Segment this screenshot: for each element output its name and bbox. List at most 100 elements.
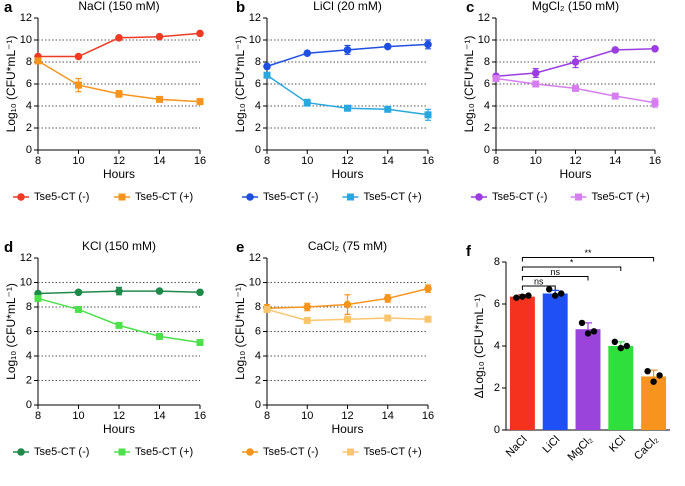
significance-label: *	[570, 257, 574, 267]
y-tick-label: 4	[494, 340, 500, 352]
significance-bracket	[521, 285, 556, 290]
y-tick-label: 10	[20, 34, 32, 46]
data-point	[492, 75, 500, 82]
y-tick-label: 10	[249, 276, 261, 288]
data-point	[115, 287, 123, 295]
panel-label: e	[236, 239, 244, 256]
significance-label: ns	[534, 276, 544, 286]
y-tick-label: 2	[26, 122, 32, 134]
x-axis-label: Hours	[103, 422, 135, 436]
y-tick-label: 2	[484, 122, 490, 134]
legend-label: Tse5-CT (+)	[135, 446, 193, 458]
x-tick-label: 10	[301, 155, 313, 167]
x-tick-label: KCl	[607, 434, 628, 455]
y-tick-label: 8	[484, 56, 490, 68]
x-tick-label: 16	[194, 410, 206, 422]
legend-label: Tse5-CT (+)	[364, 191, 422, 203]
data-point	[156, 95, 163, 103]
y-tick-label: 12	[20, 252, 32, 264]
y-tick-label: 6	[26, 78, 32, 90]
y-tick-label: 12	[249, 252, 261, 264]
data-point	[344, 315, 351, 323]
replicate-point	[552, 292, 559, 299]
chart-title: NaCl (150 mM)	[78, 0, 159, 13]
legend-label: Tse5-CT (-)	[34, 191, 89, 203]
x-tick-label: NaCl	[504, 434, 530, 460]
legend-marker	[17, 193, 25, 201]
y-tick-label: 8	[255, 56, 261, 68]
data-point	[34, 294, 42, 302]
x-tick-label: 8	[35, 155, 41, 167]
legend-label: Tse5-CT (+)	[135, 191, 193, 203]
data-point	[424, 40, 432, 49]
y-axis-label: Log₁₀ (CFU*mL⁻¹)	[4, 36, 18, 133]
x-tick-label: MgCl₂	[566, 434, 596, 464]
legend-marker	[475, 193, 483, 201]
data-point	[155, 32, 164, 41]
chart-title: KCl (150 mM)	[82, 239, 156, 253]
y-tick-label: 8	[255, 301, 261, 313]
y-tick-label: 4	[26, 350, 32, 362]
data-point	[263, 305, 271, 313]
data-point	[572, 84, 579, 92]
data-point	[424, 315, 432, 323]
series-line	[37, 297, 201, 344]
y-tick-label: 0	[494, 424, 500, 436]
replicate-point	[513, 294, 520, 301]
legend-label: Tse5-CT (-)	[263, 191, 318, 203]
x-tick-label: 12	[341, 155, 353, 167]
data-point	[611, 46, 620, 54]
replicate-point	[611, 338, 618, 345]
y-tick-label: 10	[20, 276, 32, 288]
replicate-point	[525, 292, 532, 299]
x-tick-label: 14	[609, 155, 621, 167]
bar	[608, 346, 634, 430]
legend-marker	[347, 193, 354, 201]
chart-title: CaCl₂ (75 mM)	[308, 239, 387, 253]
data-point	[155, 287, 164, 295]
legend-label: Tse5-CT (-)	[492, 191, 547, 203]
y-axis-label: Log₁₀ (CFU*mL⁻¹)	[233, 283, 247, 380]
y-tick-label: 0	[26, 144, 32, 156]
x-tick-label: 8	[493, 155, 499, 167]
x-tick-label: 12	[113, 410, 125, 422]
legend-marker	[118, 448, 126, 456]
panel-label: c	[466, 0, 474, 16]
data-point	[74, 288, 83, 297]
data-point	[34, 57, 42, 65]
data-point	[532, 80, 540, 88]
y-tick-label: 4	[26, 100, 32, 112]
x-tick-label: LiCl	[540, 434, 562, 456]
data-point	[384, 314, 392, 322]
data-point	[343, 300, 352, 309]
legend-label: Tse5-CT (+)	[592, 191, 650, 203]
x-tick-label: 10	[72, 155, 84, 167]
legend-label: Tse5-CT (-)	[34, 446, 89, 458]
y-tick-label: 4	[255, 350, 261, 362]
significance-bracket	[521, 257, 655, 262]
legend-marker	[17, 448, 25, 456]
x-tick-label: 8	[35, 410, 41, 422]
significance-label: ns	[550, 267, 560, 277]
x-tick-label: 10	[301, 410, 313, 422]
data-point	[75, 305, 82, 313]
replicate-point	[650, 378, 657, 385]
y-tick-label: 8	[26, 56, 32, 68]
y-tick-label: 6	[255, 325, 261, 337]
y-axis-label: Log₁₀ (CFU*mL⁻¹)	[4, 283, 18, 380]
y-tick-label: 10	[478, 34, 490, 46]
replicate-point	[578, 319, 586, 327]
legend-marker	[246, 448, 254, 456]
bar	[575, 329, 601, 430]
data-point	[383, 294, 392, 303]
significance-bracket	[521, 266, 622, 271]
chart-title: MgCl₂ (150 mM)	[532, 0, 619, 13]
data-point	[196, 29, 204, 38]
y-tick-label: 6	[494, 298, 500, 310]
y-axis-label: ΔLog₁₀ (CFU*mL⁻¹)	[472, 294, 486, 399]
x-tick-label: 10	[72, 410, 84, 422]
data-point	[75, 81, 82, 89]
y-tick-label: 0	[255, 144, 261, 156]
y-tick-label: 0	[255, 399, 261, 411]
